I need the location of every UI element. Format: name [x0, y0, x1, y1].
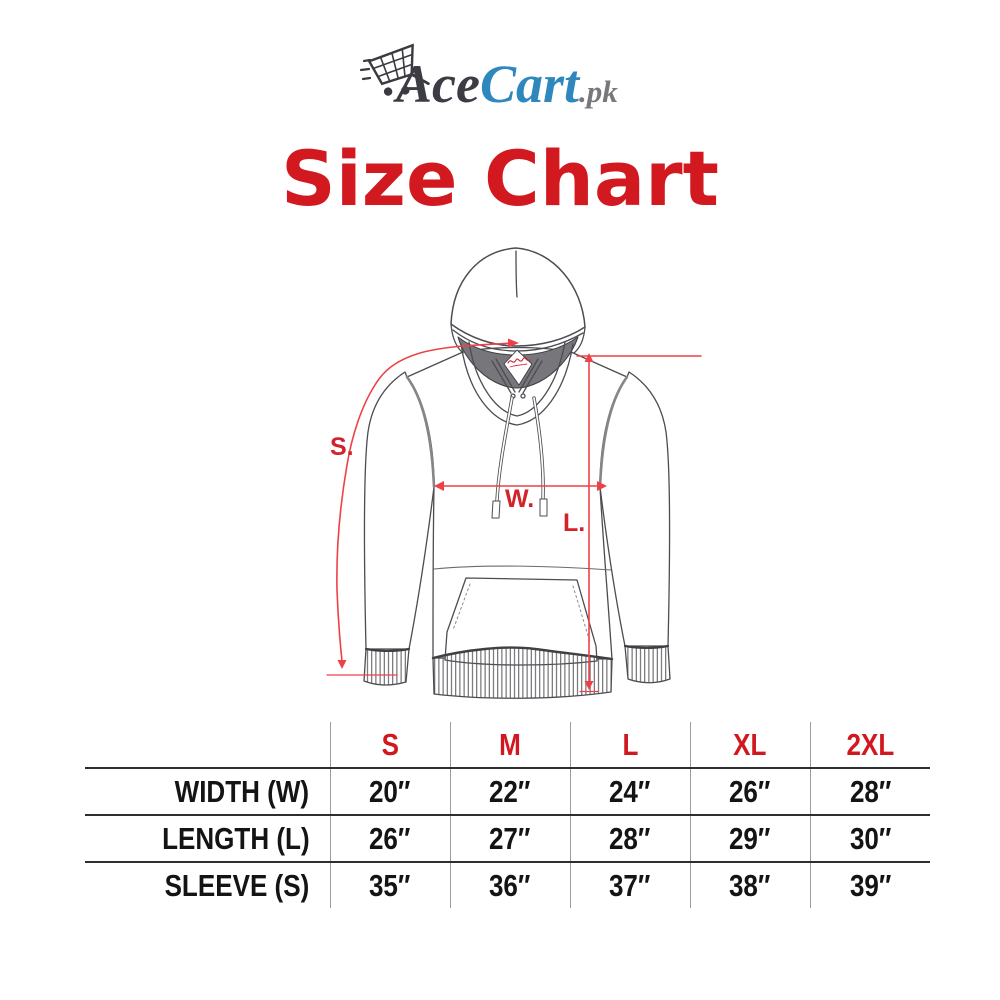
collar-logo-script: [507, 357, 531, 368]
length-m-cell: 27″: [449, 814, 570, 862]
size-table: S M L XL 2XL WIDTH (W) 20″ 22″ 24″ 26″ 2…: [85, 722, 930, 908]
width-m-cell: 22″: [449, 767, 570, 815]
hoodie-cuffs: [363, 644, 671, 686]
row-label-width: WIDTH (W): [85, 767, 330, 815]
sleeve-l-cell: 37″: [569, 861, 690, 908]
page-title: Size Chart: [280, 134, 719, 223]
header-size-m: M: [449, 722, 570, 768]
width-s-cell: 20″: [329, 767, 450, 815]
measure-sleeve-line: [326, 338, 519, 676]
brand-cart: Cart: [480, 54, 581, 114]
row-label-sleeve: SLEEVE (S): [85, 861, 330, 908]
hoodie-hem-rib: [431, 646, 614, 699]
length-2xl-cell: 30″: [809, 814, 930, 862]
sleeve-xl-cell: 38″: [689, 861, 810, 908]
header-size-l: L: [569, 722, 690, 768]
measure-width-line: [434, 481, 607, 491]
header-size-xl-label: XL: [733, 726, 767, 762]
brand-wordmark: AceCart.pk: [393, 54, 618, 114]
header-size-s: S: [329, 722, 450, 768]
measure-length-line: [576, 353, 702, 693]
width-2xl-cell: 28″: [809, 767, 930, 815]
length-s-cell: 26″: [329, 814, 450, 862]
width-measure-label: W.: [505, 485, 534, 513]
row-label-length: LENGTH (L): [85, 814, 330, 862]
sleeve-measure-label: S.: [330, 433, 354, 461]
header-size-2xl-label: 2XL: [846, 726, 895, 762]
hoodie-hood: [450, 247, 586, 426]
brand-logo-svg: AceCart.pk: [359, 43, 618, 114]
brand-ace: Ace: [393, 54, 480, 114]
header-size-s-label: S: [381, 726, 399, 762]
width-xl-cell: 26″: [689, 767, 810, 815]
hoodie-drawstrings: [491, 396, 548, 519]
table-row-sleeve: SLEEVE (S) 35″ 36″ 37″ 38″ 39″: [85, 861, 930, 908]
length-xl-cell: 29″: [689, 814, 810, 862]
brand-logo: AceCart.pk: [358, 40, 668, 122]
table-row-width: WIDTH (W) 20″ 22″ 24″ 26″ 28″: [85, 767, 930, 815]
header-size-m-label: M: [499, 726, 521, 762]
header-empty-cell: [85, 722, 330, 768]
shopping-cart-icon: [359, 43, 430, 96]
sleeve-m-cell: 36″: [449, 861, 570, 908]
width-l-cell: 24″: [569, 767, 690, 815]
length-l-cell: 28″: [569, 814, 690, 862]
table-row-length: LENGTH (L) 26″ 27″ 28″ 29″ 30″: [85, 814, 930, 862]
size-table-header-row: S M L XL 2XL: [85, 722, 930, 768]
hoodie-diagram-svg: S. W. L.: [326, 247, 702, 699]
sleeve-2xl-cell: 39″: [809, 861, 930, 908]
header-size-2xl: 2XL: [809, 722, 930, 768]
hoodie-sleeves: [363, 371, 671, 650]
length-measure-label: L.: [563, 509, 585, 537]
brand-tld: .pk: [579, 74, 618, 109]
hoodie-diagram: S. W. L.: [300, 233, 715, 713]
sleeve-s-cell: 35″: [329, 861, 450, 908]
header-size-xl: XL: [689, 722, 810, 768]
header-size-l-label: L: [622, 726, 638, 762]
